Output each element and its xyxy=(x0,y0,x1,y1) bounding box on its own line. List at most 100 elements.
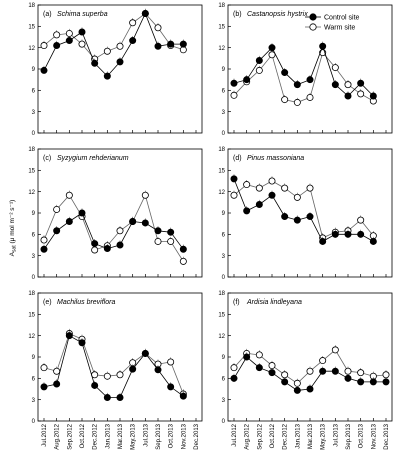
warm-point xyxy=(179,46,187,54)
x-tick-label: Jan.2013 xyxy=(105,423,111,448)
x-tick-label: Nov.2013 xyxy=(371,423,377,449)
control-point xyxy=(103,72,111,80)
warm-point xyxy=(65,191,73,199)
warm-point xyxy=(40,236,48,244)
warm-series-line xyxy=(43,332,184,395)
control-point xyxy=(116,394,124,402)
control-point xyxy=(40,245,48,253)
y-tick-label: 6 xyxy=(222,233,226,239)
control-point xyxy=(179,245,187,253)
control-point xyxy=(53,42,61,50)
control-point xyxy=(230,175,238,183)
x-tick-label: Aug.2012 xyxy=(245,423,251,449)
control-point xyxy=(65,332,73,340)
control-point xyxy=(357,230,365,238)
control-point xyxy=(78,209,86,217)
control-point xyxy=(154,42,162,50)
x-tick-label: Sep.2012 xyxy=(67,423,73,449)
panel-frame xyxy=(227,4,393,134)
warm-point xyxy=(154,24,162,32)
species-name: Ardisia lindleyana xyxy=(246,299,302,306)
y-tick-label: 9 xyxy=(222,355,226,361)
warm-point xyxy=(53,205,61,213)
y-tick-label: 18 xyxy=(28,3,35,9)
y-tick-label: 6 xyxy=(32,233,36,239)
control-point xyxy=(306,76,314,84)
warm-point xyxy=(167,237,175,245)
warm-point xyxy=(293,98,301,106)
control-series-line xyxy=(233,178,374,242)
y-tick-label: 12 xyxy=(218,190,225,196)
x-tick-label: Jan.2013 xyxy=(295,423,301,448)
control-point xyxy=(129,218,137,226)
control-point xyxy=(40,66,48,74)
control-series-line xyxy=(43,335,184,398)
control-point xyxy=(91,59,99,67)
control-point xyxy=(53,380,61,388)
control-point xyxy=(243,76,251,84)
x-tick-label: Jul.2012 xyxy=(232,423,238,446)
panel-label: (c) xyxy=(43,155,51,162)
warm-point xyxy=(255,184,263,192)
x-tick-label: May.2013 xyxy=(321,423,327,450)
y-tick-label: 12 xyxy=(28,334,35,340)
warm-point xyxy=(154,237,162,245)
warm-point xyxy=(78,40,86,48)
control-point xyxy=(306,213,314,221)
y-tick-label: 3 xyxy=(32,398,36,404)
warm-point xyxy=(344,367,352,375)
y-tick-label: 18 xyxy=(218,3,225,9)
control-point xyxy=(293,216,301,224)
warm-point xyxy=(293,193,301,201)
y-tick-label: 18 xyxy=(218,147,225,153)
control-point xyxy=(179,392,187,400)
warm-series-line xyxy=(43,12,184,60)
control-point xyxy=(382,378,390,386)
control-point xyxy=(65,218,73,226)
control-point xyxy=(154,366,162,374)
warm-point xyxy=(129,19,137,27)
panel-frame xyxy=(227,292,393,422)
panel-e: (e) Machilus breviflora Jul.2012 Aug.2012 Se… xyxy=(28,291,203,450)
x-tick-label: Mar.2013 xyxy=(118,423,124,449)
y-tick-label: 15 xyxy=(218,169,225,175)
warm-point xyxy=(357,369,365,377)
warm-point xyxy=(116,227,124,235)
species-name: Castanopsis hystrix xyxy=(247,11,308,18)
warm-point xyxy=(344,81,352,89)
x-tick-label: Oct.2012 xyxy=(80,423,86,448)
control-point xyxy=(293,81,301,89)
legend: Control site Warm site xyxy=(305,13,360,32)
control-point xyxy=(141,349,149,357)
control-point xyxy=(369,237,377,245)
control-point xyxy=(91,381,99,389)
y-tick-label: 12 xyxy=(218,46,225,52)
warm-point xyxy=(357,216,365,224)
control-point xyxy=(268,369,276,377)
y-tick-label: 0 xyxy=(32,419,36,425)
warm-point xyxy=(116,371,124,379)
y-tick-label: 15 xyxy=(218,25,225,31)
control-point xyxy=(331,367,339,375)
warm-point xyxy=(281,96,289,104)
warm-point xyxy=(40,42,48,50)
species-name: Schima superba xyxy=(57,11,108,18)
warm-point xyxy=(53,31,61,39)
control-point xyxy=(293,386,301,394)
warm-point xyxy=(230,91,238,99)
y-tick-label: 15 xyxy=(28,25,35,31)
y-tick-label: 3 xyxy=(222,110,226,116)
control-series-line xyxy=(43,12,184,77)
y-tick-label: 6 xyxy=(222,377,226,383)
panel-a: (a) Schima superba 0 3 6 9 12 15 18 xyxy=(28,3,203,137)
control-point xyxy=(331,230,339,238)
warm-point xyxy=(306,184,314,192)
x-tick-label: Dec.2013 xyxy=(194,423,200,449)
warm-point xyxy=(268,177,276,185)
x-tick-label: Oct.2013 xyxy=(359,423,365,448)
warm-point xyxy=(319,357,327,365)
panel-label: (e) xyxy=(43,299,52,306)
x-tick-label: Nov.2013 xyxy=(181,423,187,449)
warm-series-line xyxy=(233,51,374,103)
